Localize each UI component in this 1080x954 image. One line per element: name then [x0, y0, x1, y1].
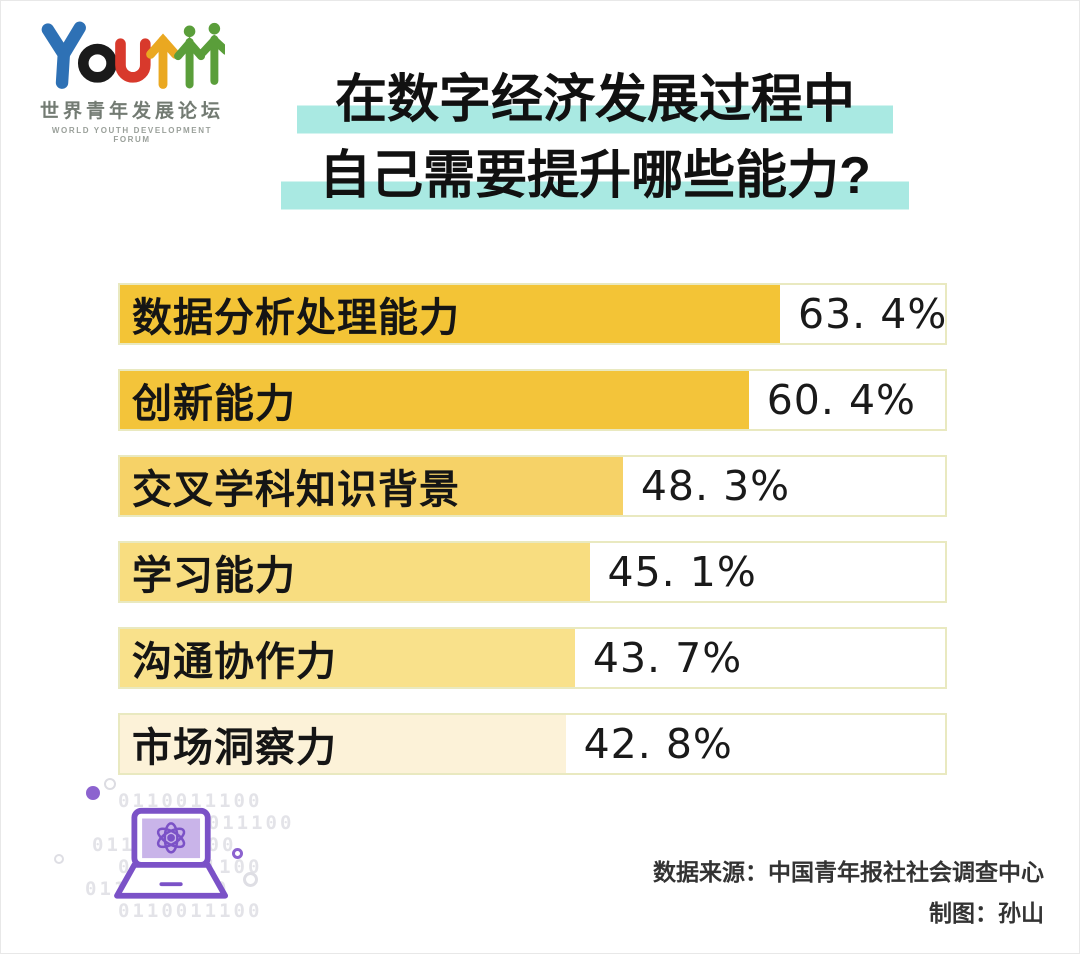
- decoration-digital: 0110011100011001110001100111000110011100…: [40, 770, 300, 940]
- bar-value-label: 43. 7%: [592, 634, 743, 682]
- logo-subtitle-en: WORLD YOUTH DEVELOPMENT FORUM: [51, 126, 213, 144]
- binary-string: 0110011100: [118, 790, 263, 812]
- logo-letter-u: [115, 38, 151, 83]
- bar-row: 创新能力 60. 4%: [118, 369, 947, 431]
- youth-wordmark-icon: [41, 21, 225, 89]
- dot-decoration: [86, 786, 100, 800]
- bar-value-label: 42. 8%: [583, 720, 733, 768]
- bar-row: 市场洞察力 42. 8%: [118, 713, 947, 775]
- bar-fill: 创新能力: [120, 371, 749, 429]
- ring-decoration: [104, 778, 116, 790]
- logo-letter-y: [41, 21, 86, 89]
- atom-icon: [156, 822, 186, 854]
- title-line-1: 在数字经济发展过程中: [296, 62, 893, 138]
- page-title: 在数字经济发展过程中 自己需要提升哪些能力?: [110, 62, 1080, 214]
- ring-decoration: [232, 848, 243, 859]
- ring-decoration: [54, 854, 64, 864]
- ring-decoration: [243, 872, 258, 887]
- bar-category-label: 学习能力: [132, 554, 296, 598]
- bar-fill: 市场洞察力: [120, 715, 566, 773]
- bar-value-label: 48. 3%: [640, 462, 791, 510]
- bar-row: 数据分析处理能力 63. 4%: [118, 283, 947, 345]
- forum-logo: 世界青年发展论坛 WORLD YOUTH DEVELOPMENT FORUM: [34, 20, 230, 144]
- bar-value-label: 60. 4%: [766, 376, 916, 424]
- bar-category-label: 沟通协作力: [132, 640, 337, 684]
- bar-category-label: 创新能力: [132, 382, 296, 426]
- footer: 数据来源：中国青年报社社会调查中心 制图：孙山: [653, 852, 1044, 934]
- logo-figure-green-1: [174, 25, 206, 89]
- bar-category-label: 交叉学科知识背景: [132, 468, 460, 512]
- title-line-2: 自己需要提升哪些能力?: [281, 138, 909, 214]
- bar-category-label: 市场洞察力: [132, 726, 337, 770]
- binary-string: 0110011100: [118, 900, 263, 922]
- data-source-text: 数据来源：中国青年报社社会调查中心: [653, 859, 1044, 885]
- logo-figure-green-2: [198, 22, 225, 85]
- bar-value-label: 45. 1%: [607, 548, 757, 596]
- logo-figure-yellow: [146, 33, 180, 89]
- bar-value-label: 63. 4%: [798, 290, 948, 338]
- credit-text: 制图：孙山: [929, 900, 1044, 926]
- bar-fill: 数据分析处理能力: [120, 285, 780, 343]
- bar-fill: 学习能力: [120, 543, 590, 601]
- laptop-icon: [114, 807, 229, 899]
- bar-row: 交叉学科知识背景 48. 3%: [118, 455, 947, 517]
- logo-letter-o: [77, 43, 117, 83]
- bar-row: 沟通协作力 43. 7%: [118, 627, 947, 689]
- bar-row: 学习能力 45. 1%: [118, 541, 947, 603]
- bar-chart: 数据分析处理能力 63. 4% 创新能力 60. 4% 交叉学科知识背景 48. 3% 学习…: [118, 283, 947, 799]
- bar-fill: 交叉学科知识背景: [120, 457, 623, 515]
- bar-fill: 沟通协作力: [120, 629, 575, 687]
- logo-subtitle-cn: 世界青年发展论坛: [39, 101, 224, 122]
- bar-category-label: 数据分析处理能力: [132, 296, 460, 340]
